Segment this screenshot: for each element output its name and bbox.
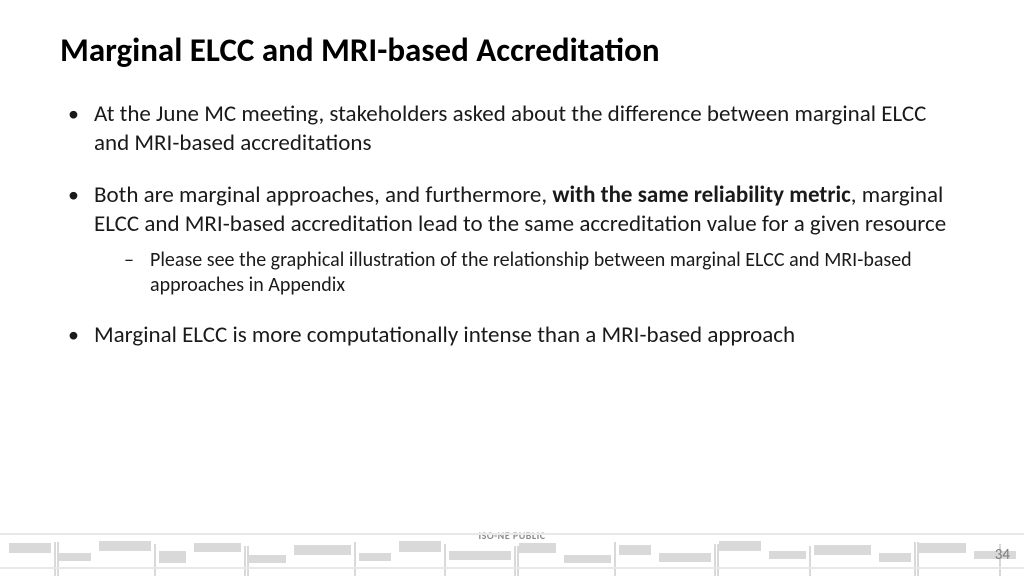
sub-bullet-list: Please see the graphical illustration of…	[94, 248, 964, 299]
bullet-list: At the June MC meeting, stakeholders ask…	[60, 100, 964, 350]
bullet-item: Both are marginal approaches, and furthe…	[60, 181, 964, 299]
page-number: 34	[995, 546, 1010, 564]
bullet-item: Marginal ELCC is more computationally in…	[60, 321, 964, 350]
slide-title: Marginal ELCC and MRI-based Accreditatio…	[60, 32, 964, 70]
footer-classification: ISO-NE PUBLIC	[0, 529, 1024, 542]
sub-bullet-text: Please see the graphical illustration of…	[150, 248, 912, 298]
bullet-text: Marginal ELCC is more computationally in…	[94, 321, 795, 349]
bullet-text: At the June MC meeting, stakeholders ask…	[94, 100, 926, 157]
slide: Marginal ELCC and MRI-based Accreditatio…	[0, 0, 1024, 576]
bullet-text-bold: with the same reliability metric	[552, 181, 850, 209]
sub-bullet-item: Please see the graphical illustration of…	[116, 248, 964, 299]
bullet-text-pre: Both are marginal approaches, and furthe…	[94, 181, 552, 209]
bullet-item: At the June MC meeting, stakeholders ask…	[60, 100, 964, 159]
